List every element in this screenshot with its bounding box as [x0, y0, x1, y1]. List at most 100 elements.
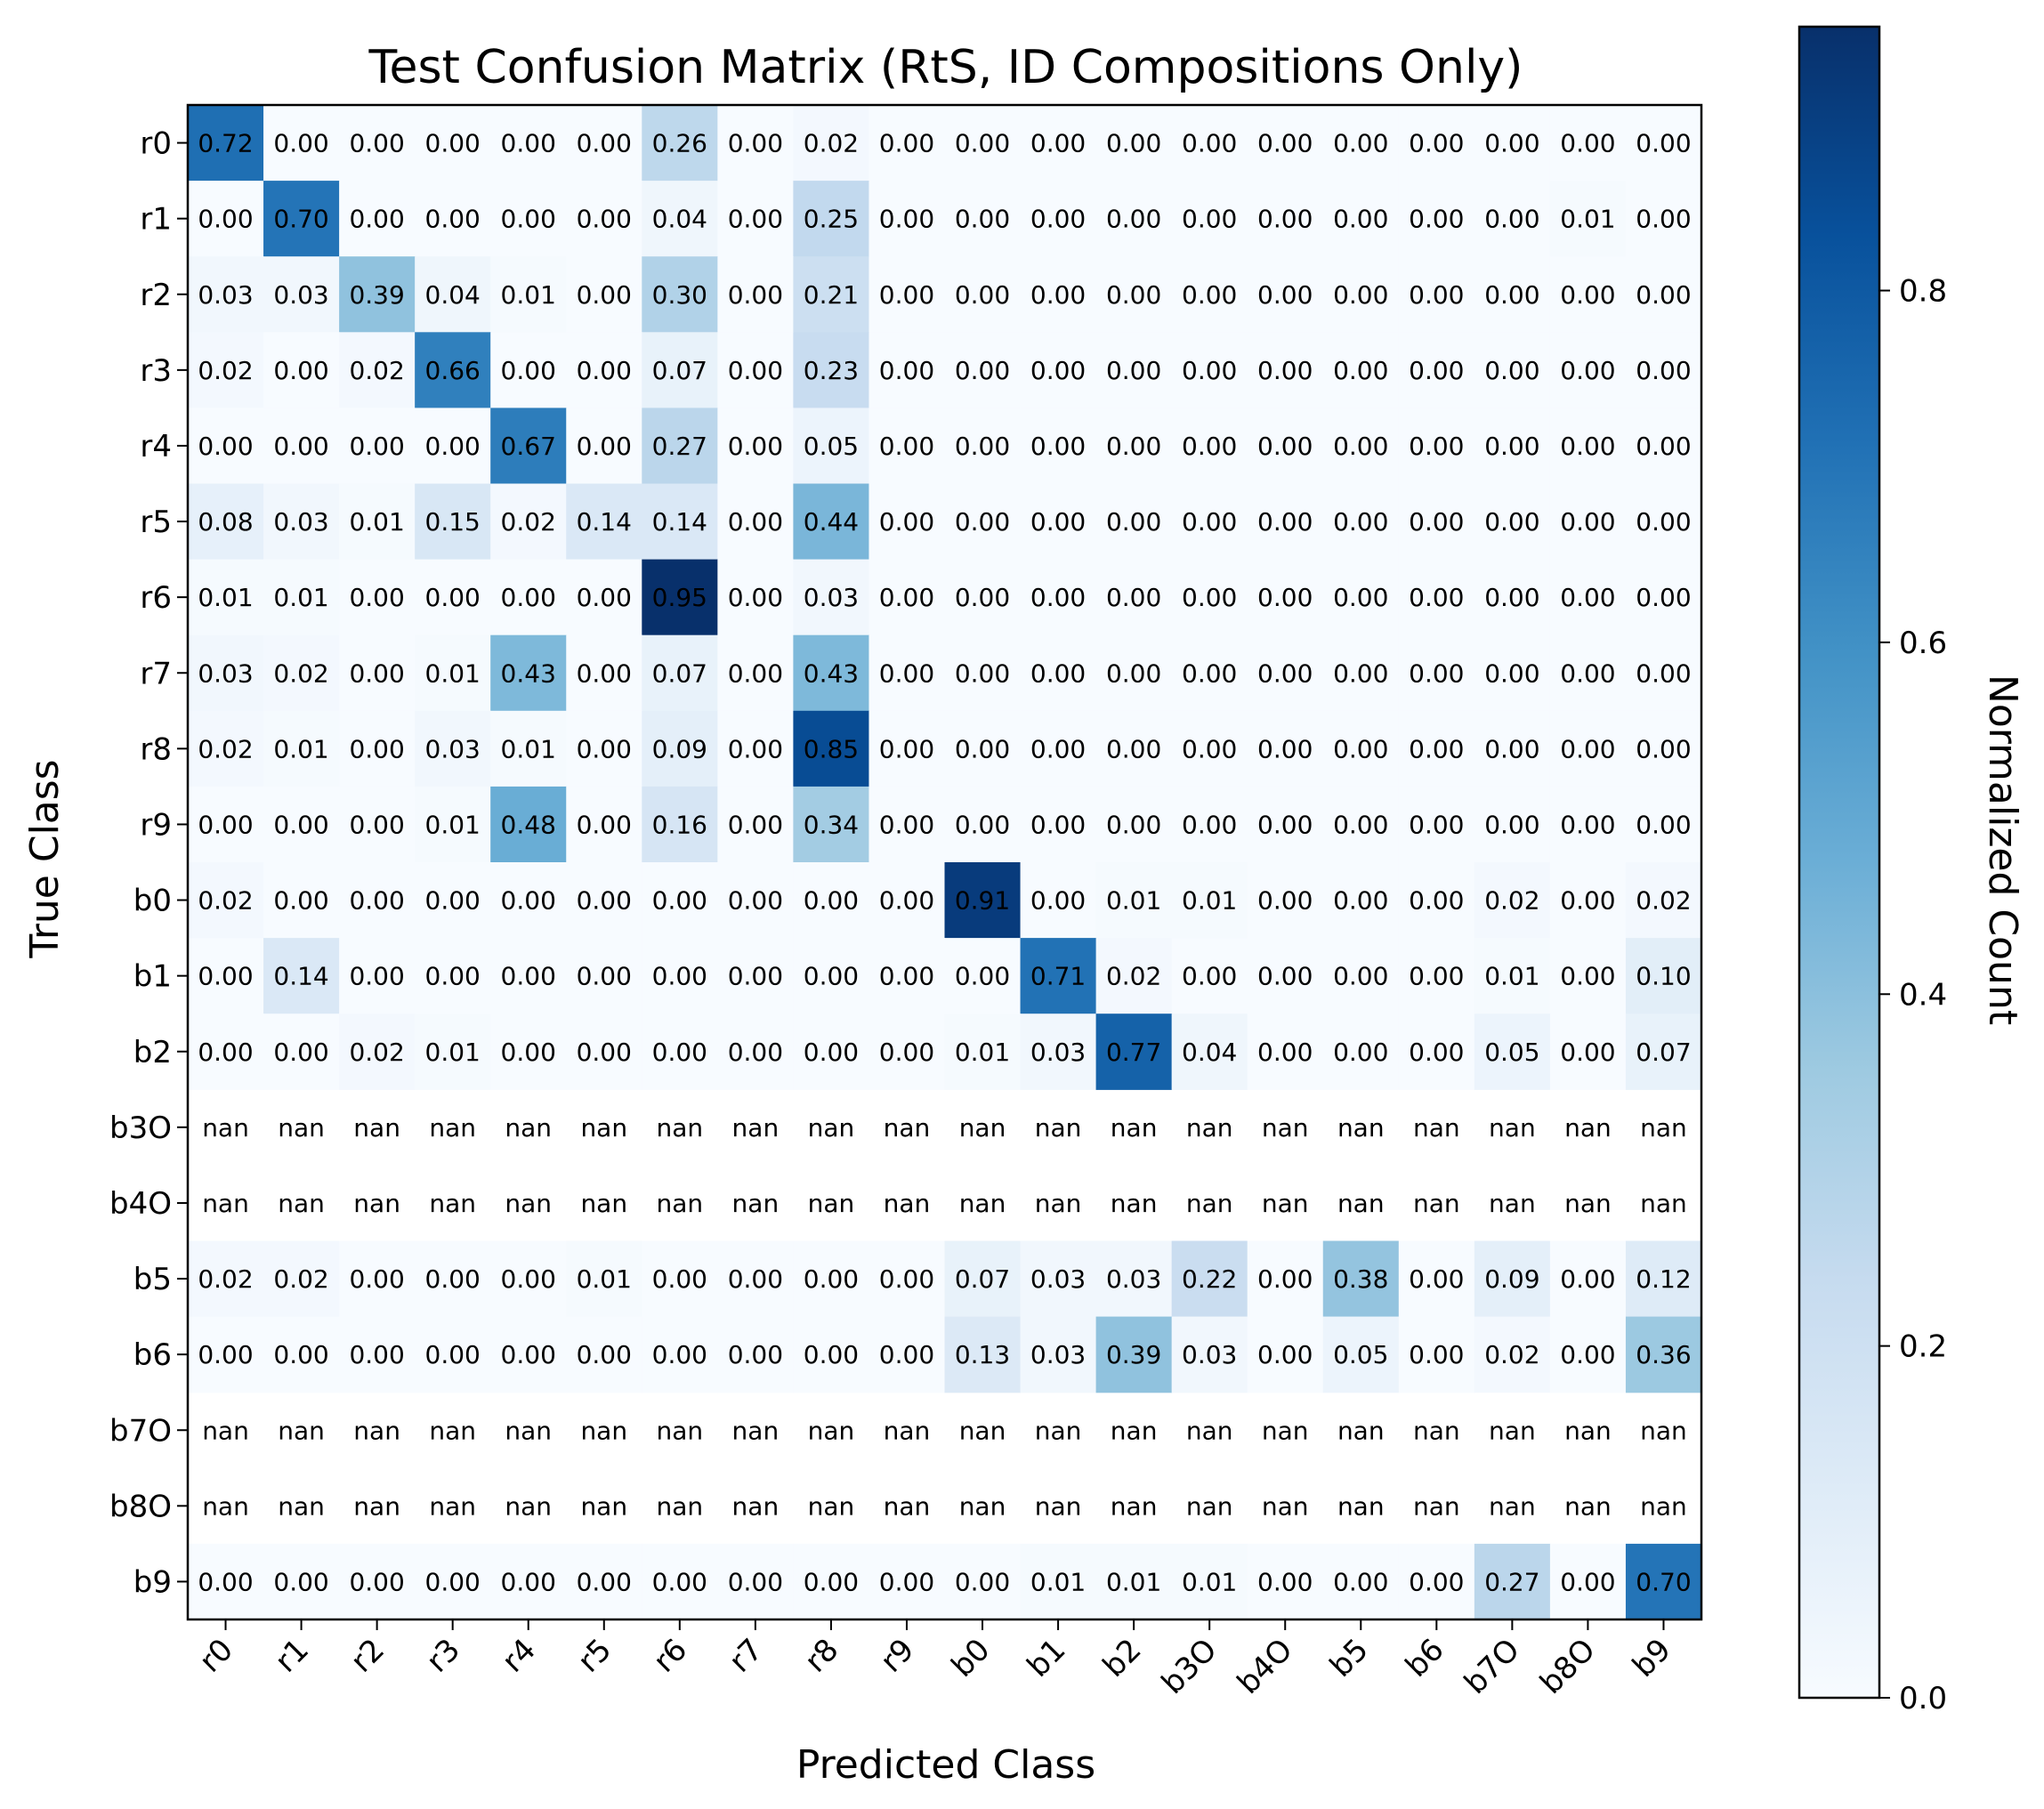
cell-value-label: 0.00: [1409, 280, 1464, 310]
cell-value-label: 0.00: [1484, 734, 1539, 763]
cell-value-label: 0.00: [1409, 129, 1464, 158]
x-tick-label: r9: [874, 1632, 921, 1679]
cell-value-label: nan: [959, 1416, 1006, 1445]
cell-value-label: 0.00: [1182, 205, 1237, 234]
cell-value-label: 0.00: [879, 356, 934, 385]
cell-value-label: 0.00: [1560, 658, 1615, 688]
cell-value-label: 0.00: [1560, 962, 1615, 991]
cell-value-label: 0.00: [577, 1340, 632, 1369]
heatmap-cell: [1095, 710, 1173, 787]
cell-value-label: 0.07: [1636, 1038, 1691, 1067]
heatmap-cell: [566, 634, 642, 712]
heatmap-cell: [490, 105, 567, 182]
heatmap-cell: [566, 938, 642, 1014]
heatmap-cell: [490, 559, 567, 636]
heatmap-cell: [793, 634, 870, 712]
cell-value-label: 0.00: [501, 1567, 556, 1596]
heatmap-cell: [793, 862, 870, 939]
cell-value-label: 0.27: [652, 432, 707, 461]
heatmap-cell: [415, 1543, 491, 1620]
heatmap-cell: [1020, 181, 1097, 257]
cell-value-label: 0.00: [1182, 280, 1237, 310]
heatmap-cell: [944, 1240, 1022, 1318]
y-tick-label: b4O: [109, 1186, 172, 1222]
heatmap-cell: [1171, 1240, 1248, 1318]
heatmap-cell: [490, 786, 567, 863]
cell-value-label: 0.00: [879, 962, 934, 991]
cell-value-label: 0.14: [273, 962, 328, 991]
y-tick-label: r4: [140, 429, 172, 464]
heatmap-cell: [868, 483, 946, 561]
cell-value-label: 0.00: [349, 583, 404, 612]
heatmap-cell: [1549, 1316, 1627, 1393]
cell-value-label: 0.01: [273, 583, 328, 612]
cell-value-label: nan: [1564, 1113, 1612, 1143]
cell-value-label: 0.00: [728, 1038, 783, 1067]
cell-value-label: 0.00: [1636, 810, 1691, 839]
heatmap-cell: [1020, 862, 1097, 939]
cell-value-label: 0.48: [501, 810, 556, 839]
cell-value-label: nan: [1186, 1113, 1233, 1143]
cell-value-label: 0.00: [1484, 810, 1539, 839]
heatmap-cell: [1020, 1014, 1097, 1090]
cell-value-label: 0.00: [349, 734, 404, 763]
cell-value-label: nan: [580, 1491, 627, 1521]
heatmap-cell: [1322, 1316, 1400, 1393]
cell-value-label: 0.00: [1409, 810, 1464, 839]
heatmap-cell: [490, 1240, 567, 1318]
cell-value-label: 0.00: [273, 886, 328, 916]
heatmap-cell: [188, 1543, 264, 1620]
cell-value-label: 0.00: [1030, 432, 1086, 461]
heatmap-cell: [944, 938, 1022, 1014]
cell-value-label: 0.07: [652, 356, 707, 385]
heatmap-cell: [415, 559, 491, 636]
heatmap-cell: [1474, 1014, 1551, 1090]
heatmap-cell: [1625, 634, 1702, 712]
cell-value-label: nan: [1262, 1113, 1309, 1143]
heatmap-cell: [1474, 483, 1551, 561]
cell-value-label: 0.00: [955, 507, 1010, 537]
heatmap-cell: [1549, 408, 1627, 485]
cell-value-label: nan: [1640, 1416, 1687, 1445]
heatmap-cell: [1095, 1240, 1173, 1318]
cell-value-label: 0.00: [425, 962, 481, 991]
cell-value-label: 0.00: [1030, 205, 1086, 234]
heatmap-cell: [717, 634, 794, 712]
cell-value-label: 0.02: [198, 734, 253, 763]
cell-value-label: 0.12: [1636, 1264, 1691, 1294]
heatmap-cell: [1171, 862, 1248, 939]
heatmap-cell: [944, 862, 1022, 939]
heatmap-cell: [415, 786, 491, 863]
heatmap-cell: [263, 332, 340, 408]
heatmap-cell: [1625, 710, 1702, 787]
cell-value-label: 0.00: [1333, 356, 1388, 385]
cell-value-label: 0.00: [1409, 507, 1464, 537]
cell-value-label: 0.00: [198, 1340, 253, 1369]
cell-value-label: 0.00: [1030, 583, 1086, 612]
heatmap-cell: [415, 710, 491, 787]
heatmap-cell: [339, 483, 416, 561]
cell-value-label: 0.02: [198, 356, 253, 385]
cell-value-label: nan: [1413, 1189, 1460, 1218]
cell-value-label: nan: [1111, 1113, 1158, 1143]
heatmap-cell: [717, 786, 794, 863]
heatmap-cell: [1474, 1240, 1551, 1318]
cell-value-label: 0.00: [728, 356, 783, 385]
cell-value-label: 0.26: [652, 129, 707, 158]
heatmap-cell: [1398, 559, 1475, 636]
cell-value-label: nan: [1186, 1491, 1233, 1521]
cell-value-label: 0.00: [1333, 1038, 1388, 1067]
y-tick-label: b5: [133, 1262, 172, 1297]
cell-value-label: 0.00: [652, 1340, 707, 1369]
cell-value-label: 0.02: [1636, 886, 1691, 916]
cell-value-label: 0.14: [652, 507, 707, 537]
heatmap-cell: [1398, 483, 1475, 561]
cell-value-label: 0.00: [804, 1038, 859, 1067]
cell-value-label: 0.00: [1257, 886, 1313, 916]
cell-value-label: nan: [1640, 1491, 1687, 1521]
heatmap-cell: [717, 1240, 794, 1318]
heatmap-cell: [1020, 408, 1097, 485]
cell-value-label: 0.00: [1257, 1340, 1313, 1369]
heatmap-cell: [339, 332, 416, 408]
